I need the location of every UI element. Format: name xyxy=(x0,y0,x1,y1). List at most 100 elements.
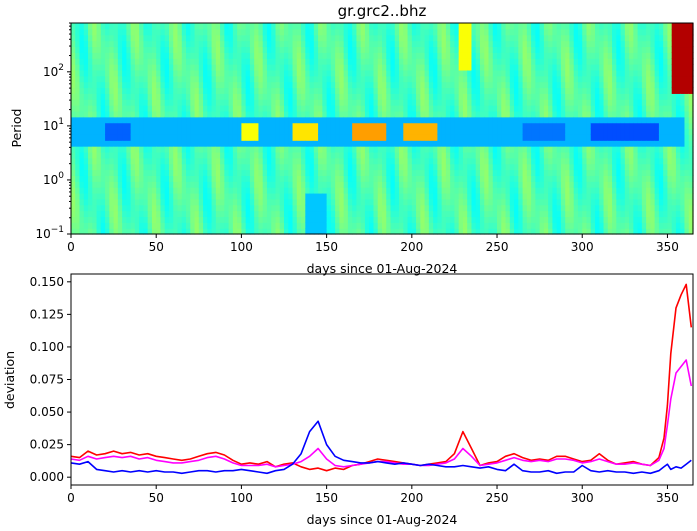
heatmap-cell xyxy=(364,198,370,206)
heatmap-cell xyxy=(450,175,456,182)
heatmap-cell xyxy=(190,122,196,130)
heatmap-cell xyxy=(552,99,558,106)
heatmap-cell xyxy=(318,40,323,48)
heatmap-cell xyxy=(424,134,430,141)
heatmap-cell xyxy=(284,175,289,182)
heatmap-cell xyxy=(258,222,264,229)
heatmap-cell xyxy=(126,69,132,77)
heatmap-cell xyxy=(258,169,264,176)
heatmap-cell xyxy=(330,210,336,218)
heatmap-cell xyxy=(322,181,328,188)
heatmap-cell xyxy=(318,146,323,153)
heatmap-cell xyxy=(262,134,268,141)
heatmap-cell xyxy=(607,105,613,112)
heatmap-cell xyxy=(573,181,579,188)
heatmap-cell xyxy=(548,228,554,235)
heatmap-cell xyxy=(620,58,626,65)
heatmap-cell xyxy=(360,228,366,235)
heatmap-cell xyxy=(109,23,115,30)
heatmap-cell xyxy=(535,204,541,212)
heatmap-cell xyxy=(352,40,358,48)
heatmap-cell xyxy=(394,23,400,30)
heatmap-cell xyxy=(168,222,174,229)
heatmap-cell xyxy=(599,163,605,171)
heatmap-cell xyxy=(335,210,340,218)
heatmap-cell xyxy=(479,46,485,53)
heatmap-cell xyxy=(569,210,575,218)
heatmap-cell xyxy=(467,198,473,206)
heatmap-cell xyxy=(211,110,217,118)
heatmap-cell xyxy=(467,23,473,30)
heatmap-cell xyxy=(556,99,562,106)
heatmap-cell xyxy=(139,204,145,212)
heatmap-cell xyxy=(173,69,179,77)
heatmap-cell xyxy=(168,87,174,94)
heatmap-cell xyxy=(637,122,643,130)
heatmap-cell xyxy=(428,181,434,188)
heatmap-cell xyxy=(173,52,179,59)
heatmap-cell xyxy=(595,210,600,218)
heatmap-cell xyxy=(386,175,392,182)
heatmap-cell xyxy=(181,175,187,182)
heatmap-cell xyxy=(612,216,617,223)
heatmap-cell xyxy=(279,105,285,112)
heatmap-cell xyxy=(407,75,413,83)
heatmap-cell xyxy=(505,64,511,71)
heatmap-cell xyxy=(224,151,230,159)
heatmap-cell xyxy=(403,93,409,100)
heatmap-cell xyxy=(526,140,532,147)
heatmap-cell xyxy=(330,134,336,141)
heatmap-cell xyxy=(83,187,89,194)
heatmap-cell xyxy=(641,34,647,42)
heatmap-cell xyxy=(71,105,76,112)
heatmap-cell xyxy=(284,198,289,206)
heatmap-cell xyxy=(360,105,366,112)
heatmap-cell xyxy=(352,34,358,42)
heatmap-cell xyxy=(117,34,123,42)
heatmap-cell xyxy=(109,128,115,135)
heatmap-cell xyxy=(548,87,554,94)
heatmap-cell xyxy=(224,140,230,147)
heatmap-cell xyxy=(492,110,498,118)
heatmap-cell xyxy=(441,40,447,48)
heatmap-cell xyxy=(394,75,400,83)
heatmap-cell xyxy=(352,64,358,71)
heatmap-cell xyxy=(620,210,626,218)
heatmap-cell xyxy=(156,110,162,118)
heatmap-cell xyxy=(266,192,272,200)
heatmap-cell xyxy=(501,169,507,176)
heatmap-cell xyxy=(386,181,392,188)
heatmap-cell xyxy=(552,46,558,53)
heatmap-cell xyxy=(71,187,76,194)
heatmap-cell xyxy=(143,122,149,130)
heatmap-cell xyxy=(254,181,260,188)
heatmap-cell xyxy=(284,228,289,235)
heatmap-cell xyxy=(71,146,76,153)
heatmap-cell xyxy=(284,134,289,141)
heatmap-cell xyxy=(71,228,76,235)
heatmap-cell xyxy=(190,99,196,106)
heatmap-cell xyxy=(181,134,187,141)
heatmap-cell xyxy=(484,46,490,53)
heatmap-cell xyxy=(151,110,157,118)
heatmap-cell xyxy=(543,175,549,182)
heatmap-cell xyxy=(629,75,634,83)
heatmap-cell xyxy=(237,110,243,118)
heatmap-cell xyxy=(92,216,98,223)
heatmap-cell xyxy=(143,187,149,194)
heatmap-cell xyxy=(556,52,562,59)
heatmap-cell xyxy=(288,222,294,229)
heatmap-cell xyxy=(313,87,319,94)
heatmap-cell xyxy=(518,87,524,94)
heatmap-cell xyxy=(105,187,110,194)
heatmap-cell xyxy=(139,198,145,206)
heatmap-cell xyxy=(548,222,554,229)
heatmap-cell xyxy=(181,122,187,130)
heatmap-cell xyxy=(629,163,634,171)
heatmap-cell xyxy=(313,69,319,77)
heatmap-cell xyxy=(522,175,528,182)
heatmap-cell xyxy=(629,116,634,124)
heatmap-cell xyxy=(105,58,110,65)
heatmap-cell xyxy=(134,151,140,159)
heatmap-cell xyxy=(577,52,583,59)
